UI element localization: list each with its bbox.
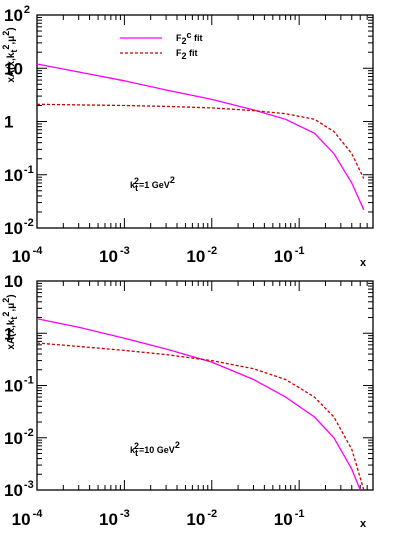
y-tick-label: 1 — [4, 113, 13, 132]
x-axis-title: x — [360, 257, 367, 269]
plot-frame — [36, 280, 374, 491]
x-tick-label: 10 -2 — [186, 508, 217, 529]
y-tick-label: 1 — [4, 324, 13, 343]
x-tick-label: 10 -2 — [186, 245, 217, 266]
y-tick-label: 10 — [4, 272, 23, 291]
y-tick-label: 102 — [4, 4, 30, 25]
y-tick-label: 10-2 — [4, 217, 34, 238]
x-tick-label: 10 -1 — [274, 245, 305, 266]
series-line-f2c-fit — [36, 318, 361, 491]
x-tick-label: 10 -4 — [12, 245, 44, 266]
chart-panel-top: 10 -4 10 -3 10 -2 10 -1 102 10 1 10-1 10-2 x xA(x,kt2,… — [1, 4, 374, 269]
y-tick-label: 10-1 — [4, 164, 34, 185]
series-line-f2-fit — [36, 103, 365, 179]
x-tick-label: 10 -3 — [99, 245, 130, 266]
x-axis-title: x — [360, 518, 367, 530]
chart-panel-bottom: 10 -4 10 -3 10 -2 10 -1 10 1 10-1 10-2 10-3 x xA(x,kt2… — [1, 272, 374, 530]
y-axis-title: xA(x,kt2,μ2) — [1, 294, 19, 349]
kt-annotation: kt2=1 GeV2 — [130, 175, 175, 193]
y-axis-title: xA(x,kt2,μ2) — [1, 27, 19, 82]
y-tick-label: 10-2 — [4, 427, 34, 448]
series-line-f2-fit — [36, 342, 365, 491]
x-tick-label: 10 -1 — [274, 508, 305, 529]
legend-label: F2c fit — [176, 30, 203, 46]
x-tick-label: 10 -3 — [99, 508, 130, 529]
legend: F2c fit F2 fit — [120, 30, 203, 61]
kt-annotation: kt2=10 GeV2 — [130, 440, 180, 458]
plot-frame — [36, 14, 374, 229]
y-tick-label: 10-1 — [4, 375, 34, 396]
series-line-f2c-fit — [36, 63, 365, 211]
legend-label: F2 fit — [176, 48, 198, 61]
y-tick-label: 10-3 — [4, 479, 34, 500]
x-tick-label: 10 -4 — [12, 508, 44, 529]
y-tick-label: 10 — [4, 59, 23, 78]
